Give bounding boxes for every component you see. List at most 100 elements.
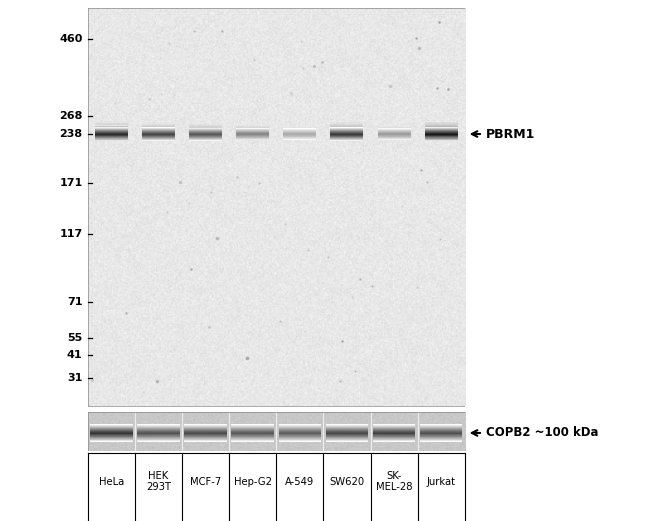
- Bar: [373, 429, 415, 430]
- Bar: [185, 437, 227, 438]
- Bar: [326, 430, 368, 431]
- Bar: [137, 436, 179, 437]
- Bar: [326, 436, 368, 437]
- Bar: [373, 434, 415, 435]
- Bar: [279, 441, 321, 442]
- Bar: [185, 428, 227, 429]
- Bar: [279, 431, 321, 432]
- Bar: [137, 441, 179, 442]
- Bar: [137, 431, 179, 432]
- Text: HEK
293T: HEK 293T: [146, 471, 171, 492]
- Bar: [420, 425, 462, 426]
- Bar: [279, 426, 321, 427]
- Bar: [424, 119, 458, 120]
- Bar: [231, 428, 274, 429]
- Bar: [279, 438, 321, 439]
- Bar: [326, 437, 368, 438]
- Bar: [424, 140, 458, 141]
- Bar: [420, 432, 462, 433]
- Bar: [424, 130, 458, 131]
- Bar: [420, 427, 462, 428]
- Bar: [90, 427, 133, 428]
- Bar: [185, 433, 227, 434]
- Bar: [420, 432, 462, 433]
- Bar: [185, 435, 227, 436]
- Bar: [279, 440, 321, 441]
- Bar: [231, 438, 274, 439]
- Bar: [231, 431, 274, 432]
- Text: 460: 460: [59, 34, 83, 44]
- Bar: [231, 440, 274, 441]
- Bar: [326, 432, 368, 433]
- Bar: [137, 429, 179, 430]
- Bar: [279, 429, 321, 430]
- Bar: [420, 428, 462, 429]
- Bar: [185, 434, 227, 435]
- Bar: [373, 440, 415, 441]
- Bar: [424, 136, 458, 137]
- Bar: [326, 432, 368, 433]
- Bar: [373, 424, 415, 425]
- Bar: [424, 128, 458, 129]
- Bar: [373, 432, 415, 433]
- Bar: [424, 131, 458, 132]
- Bar: [373, 433, 415, 434]
- Bar: [424, 138, 458, 139]
- Bar: [90, 429, 133, 430]
- Bar: [373, 426, 415, 427]
- Bar: [90, 441, 133, 442]
- Bar: [90, 435, 133, 436]
- Bar: [137, 439, 179, 440]
- Bar: [231, 437, 274, 438]
- Bar: [137, 427, 179, 428]
- Bar: [137, 434, 179, 435]
- Bar: [185, 432, 227, 433]
- Bar: [137, 438, 179, 439]
- Bar: [279, 433, 321, 434]
- Bar: [373, 439, 415, 440]
- Bar: [231, 424, 274, 425]
- Bar: [185, 426, 227, 427]
- Bar: [185, 425, 227, 426]
- Bar: [185, 438, 227, 439]
- Bar: [279, 432, 321, 433]
- Text: 31: 31: [67, 373, 83, 382]
- Bar: [420, 438, 462, 439]
- Bar: [90, 438, 133, 439]
- Bar: [231, 437, 274, 438]
- Bar: [326, 433, 368, 434]
- Bar: [279, 435, 321, 436]
- Bar: [420, 437, 462, 438]
- Bar: [231, 429, 274, 430]
- Bar: [279, 428, 321, 429]
- Bar: [185, 430, 227, 431]
- Bar: [326, 439, 368, 440]
- Bar: [373, 427, 415, 428]
- Bar: [185, 424, 227, 425]
- Bar: [326, 437, 368, 438]
- Bar: [231, 430, 274, 431]
- Bar: [231, 435, 274, 436]
- Text: SK-
MEL-28: SK- MEL-28: [376, 471, 412, 492]
- Bar: [185, 427, 227, 428]
- Bar: [279, 439, 321, 440]
- Bar: [279, 430, 321, 431]
- Bar: [373, 429, 415, 430]
- Text: A-549: A-549: [285, 477, 315, 487]
- Text: MCF-7: MCF-7: [190, 477, 221, 487]
- Bar: [420, 431, 462, 432]
- Bar: [137, 429, 179, 430]
- Bar: [420, 441, 462, 442]
- Bar: [420, 439, 462, 440]
- Bar: [424, 129, 458, 130]
- Bar: [326, 429, 368, 430]
- Bar: [326, 434, 368, 435]
- Text: Hep-G2: Hep-G2: [234, 477, 272, 487]
- Bar: [137, 434, 179, 435]
- Bar: [231, 432, 274, 433]
- Bar: [137, 427, 179, 428]
- Bar: [326, 427, 368, 428]
- Bar: [231, 434, 274, 435]
- Bar: [185, 439, 227, 440]
- Bar: [90, 432, 133, 433]
